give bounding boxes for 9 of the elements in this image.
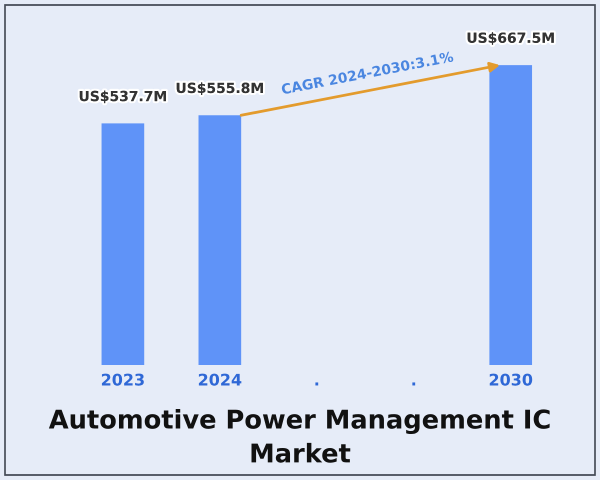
x-tick-label: . — [315, 382, 318, 386]
x-tick-label: 2024 — [198, 374, 242, 386]
x-tick-label: 2023 — [102, 374, 144, 386]
text: Automotive Power Management IC Market — [48, 408, 550, 463]
data-label: US$537.7M — [80, 90, 166, 104]
data-label: US$667.5M — [468, 32, 554, 45]
data-label: US$555.8M — [176, 82, 263, 95]
x-tick-label: . — [412, 382, 416, 386]
x-tick-label: 2030 — [490, 374, 532, 386]
